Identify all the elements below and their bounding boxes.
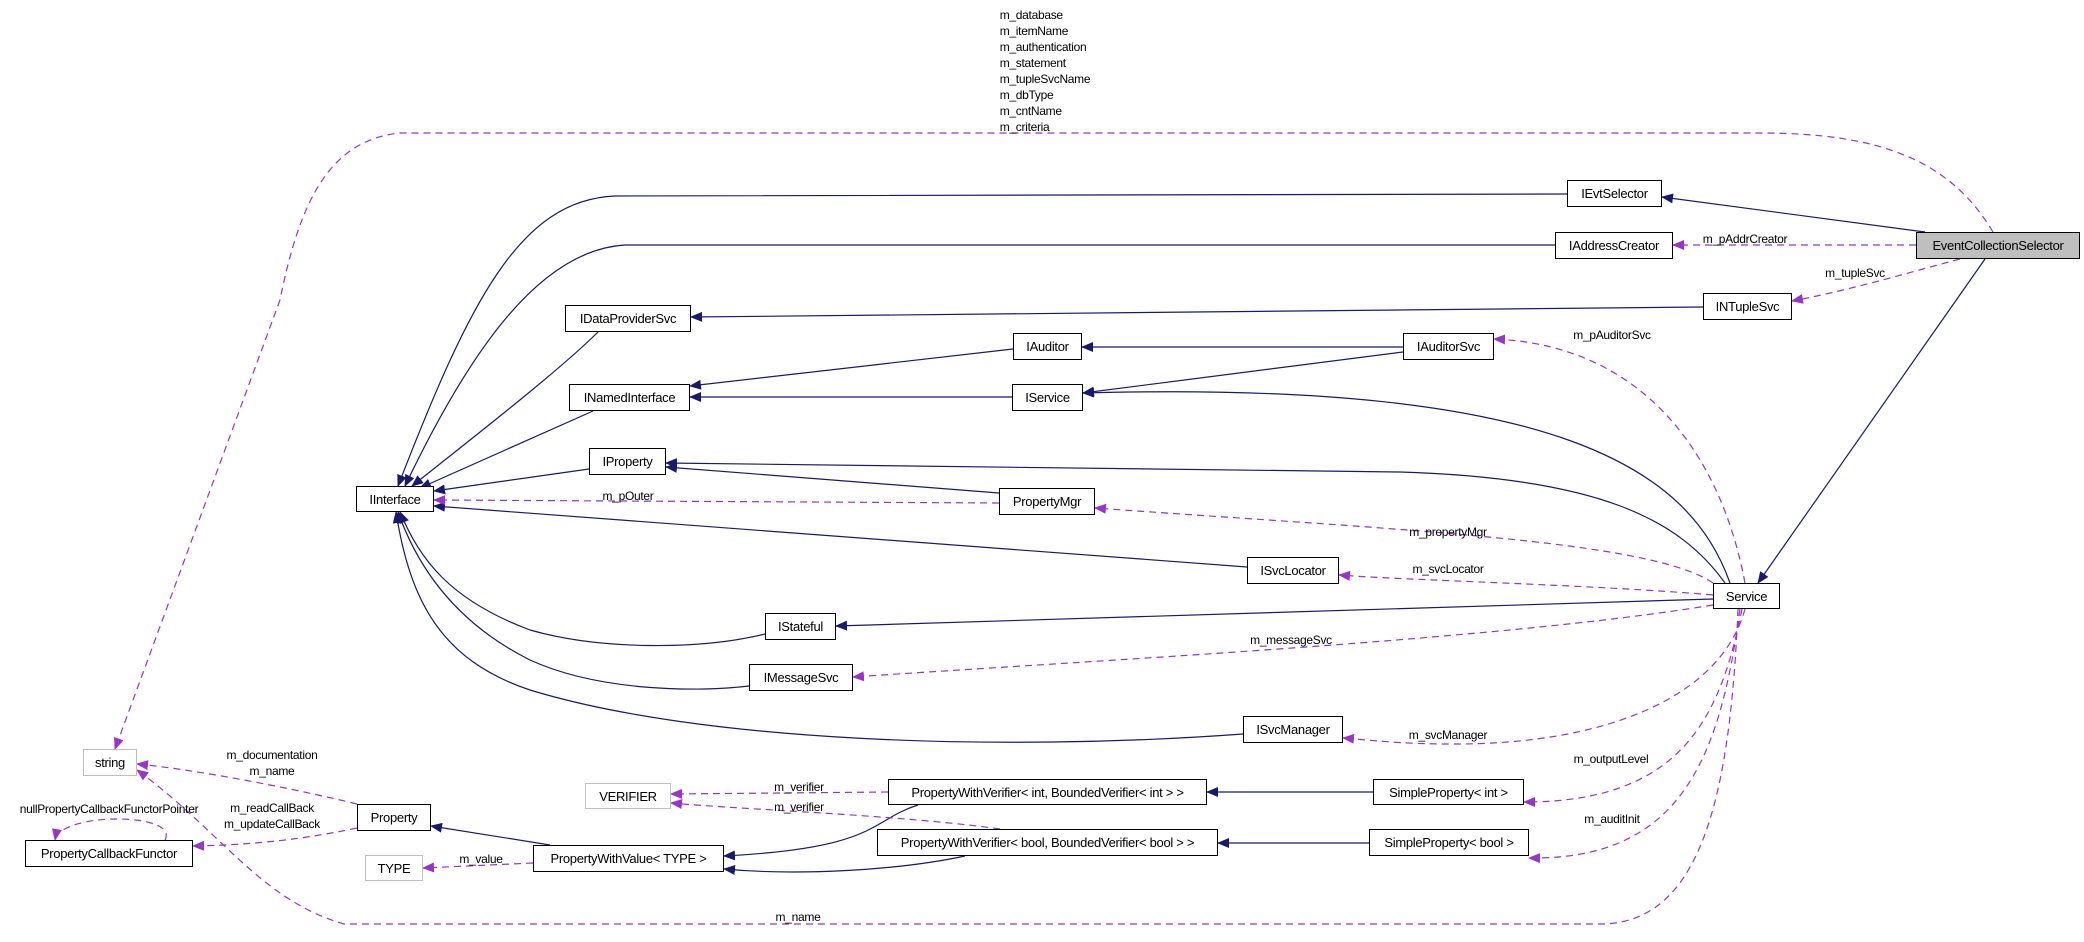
- edge-label: m_criteria: [999, 120, 1050, 134]
- edge-service-simplepropint: [1523, 608, 1743, 807]
- edge-label: m_database: [999, 8, 1063, 22]
- node-iauditor[interactable]: IAuditor: [1013, 333, 1082, 360]
- node-simple-property-bool[interactable]: SimpleProperty< bool >: [1369, 829, 1529, 856]
- edge-imessagesvc-iinterface: [396, 511, 750, 690]
- edge-ecs-ievtselector: [1661, 193, 1926, 233]
- edge-label-null-pointer: nullPropertyCallbackFunctorPointer: [19, 802, 199, 816]
- edge-idataprovidersvc-iinterface: [411, 331, 599, 487]
- edge-label-property-string: m_documentation m_name: [227, 747, 318, 779]
- edge-service-iservice: [1082, 387, 1731, 584]
- node-pwv-bool[interactable]: PropertyWithVerifier< bool, BoundedVerif…: [877, 829, 1218, 856]
- edge-label-outer: m_pOuter: [602, 489, 654, 503]
- node-property-with-value[interactable]: PropertyWithValue< TYPE >: [533, 845, 724, 872]
- edge-label: m_authentication: [999, 40, 1087, 54]
- edge-label: m_cntName: [999, 104, 1062, 118]
- edge-pwvtype-property: [430, 822, 551, 846]
- edge-isvclocator-iinterface: [433, 501, 1248, 568]
- node-isvc-manager[interactable]: ISvcManager: [1243, 716, 1343, 743]
- edge-label-verifier-bool: m_verifier: [774, 800, 824, 814]
- edge-label-svc-manager: m_svcManager: [1408, 728, 1488, 742]
- node-iaddress-creator[interactable]: IAddressCreator: [1555, 232, 1673, 259]
- edge-service-isvclocator: [1338, 570, 1714, 596]
- edge-label: m_updateCallBack: [224, 817, 320, 831]
- node-simple-property-int[interactable]: SimpleProperty< int >: [1373, 779, 1524, 805]
- edge-label-svc-locator: m_svcLocator: [1412, 562, 1484, 576]
- edge-service-isvcmanager: [1342, 608, 1746, 745]
- edge-ecs-intuplesvc: [1791, 258, 1961, 304]
- node-imessage-svc[interactable]: IMessageSvc: [749, 664, 853, 691]
- node-inamed-interface[interactable]: INamedInterface: [569, 384, 690, 411]
- edge-property-callbackfunctor: [192, 827, 358, 851]
- node-ievt-selector[interactable]: IEvtSelector: [1567, 180, 1662, 207]
- edge-label-property-mgr: m_propertyMgr: [1409, 525, 1487, 539]
- edge-service-imessagesvc: [852, 604, 1714, 682]
- edge-service-string: [136, 608, 1739, 925]
- edge-pwvtype-type: [422, 862, 534, 873]
- edge-iauditorsvc-iservice: [1082, 351, 1404, 397]
- edge-label-audit-init: m_auditInit: [1584, 812, 1640, 826]
- edge-label-verifier-int: m_verifier: [774, 780, 824, 794]
- edge-ecs-string: [114, 132, 1994, 750]
- edge-label-string-members: m_database m_itemName m_authentication m…: [1000, 7, 1091, 135]
- node-isvc-locator[interactable]: ISvcLocator: [1247, 557, 1339, 584]
- edge-label: m_tupleSvcName: [999, 72, 1091, 86]
- edge-pwvint-pwvtype: [723, 804, 919, 861]
- node-property-callback-functor[interactable]: PropertyCallbackFunctor: [25, 840, 193, 867]
- edge-label-name: m_name: [775, 910, 821, 924]
- node-property-mgr[interactable]: PropertyMgr: [999, 488, 1095, 515]
- edge-callbackfunctor-self: [52, 818, 167, 841]
- node-type: TYPE: [365, 855, 423, 881]
- node-pwv-int[interactable]: PropertyWithVerifier< int, BoundedVerifi…: [888, 779, 1207, 805]
- edge-iproperty-iinterface: [433, 468, 590, 495]
- edge-propertymgr-iinterface: [433, 495, 1000, 506]
- edge-service-istateful: [835, 598, 1714, 631]
- edge-service-iauditorsvc: [1493, 334, 1746, 584]
- node-service[interactable]: Service: [1713, 583, 1780, 609]
- edge-label: m_dbType: [999, 88, 1054, 102]
- edge-label-output-level: m_outputLevel: [1573, 752, 1649, 766]
- edge-label-auditor-svc: m_pAuditorSvc: [1573, 328, 1651, 342]
- node-verifier: VERIFIER: [585, 783, 671, 809]
- edge-service-iproperty: [665, 458, 1726, 584]
- node-iservice[interactable]: IService: [1012, 384, 1083, 411]
- edge-label: m_statement: [999, 56, 1066, 70]
- edge-istateful-iinterface: [399, 511, 766, 647]
- node-idata-provider-svc[interactable]: IDataProviderSvc: [565, 305, 691, 332]
- edge-pwvint-verifier: [670, 788, 889, 799]
- edge-intuplesvc-idataprovidersvc: [690, 306, 1704, 322]
- edge-label: m_documentation: [226, 748, 318, 762]
- edge-iauditor-inamedinterface: [689, 348, 1014, 390]
- edge-pwvbool-pwvtype: [723, 855, 966, 875]
- node-intuple-svc[interactable]: INTupleSvc: [1703, 293, 1792, 320]
- node-istateful[interactable]: IStateful: [765, 613, 836, 640]
- edge-pwvbool-verifier: [670, 798, 1001, 830]
- edge-inamedinterface-iinterface: [419, 410, 594, 489]
- edge-label-addr-creator: m_pAddrCreator: [1702, 232, 1788, 246]
- node-event-collection-selector[interactable]: EventCollectionSelector: [1916, 232, 2080, 259]
- edge-label-tuple-svc: m_tupleSvc: [1825, 266, 1885, 280]
- node-iauditor-svc[interactable]: IAuditorSvc: [1403, 333, 1494, 360]
- edge-label: m_readCallBack: [230, 801, 314, 815]
- edge-ecs-service: [1757, 258, 1986, 584]
- edge-isvcmanager-iinterface: [392, 511, 1244, 743]
- edge-label-value: m_value: [459, 852, 503, 866]
- node-iproperty[interactable]: IProperty: [589, 448, 666, 475]
- node-iinterface[interactable]: IInterface: [356, 486, 434, 512]
- edge-label-message-svc: m_messageSvc: [1250, 633, 1332, 647]
- edge-iaddresscreator-iinterface: [404, 244, 1555, 487]
- edge-propertymgr-iproperty: [665, 462, 1000, 494]
- edge-property-string: [136, 760, 358, 805]
- edge-service-propertymgr: [1094, 503, 1714, 584]
- edge-label: m_itemName: [999, 24, 1069, 38]
- edge-ievtselector-iinterface: [397, 193, 1568, 487]
- node-property[interactable]: Property: [357, 804, 431, 831]
- edge-label-property-callbacks: m_readCallBack m_updateCallBack: [224, 800, 320, 832]
- node-string: string: [83, 749, 137, 776]
- edge-label: m_name: [249, 764, 295, 778]
- edge-service-simplepropbool: [1528, 608, 1741, 864]
